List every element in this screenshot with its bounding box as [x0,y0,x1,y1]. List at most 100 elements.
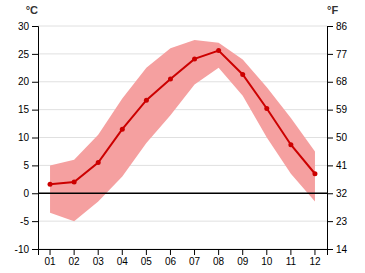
tick-mark [98,249,99,255]
tick-mark [327,249,333,250]
tick-mark [122,249,123,255]
tick-mark [32,249,38,250]
tick: 02 [69,249,81,267]
tick: 41 [327,160,348,171]
tick-mark [242,249,243,255]
tick-label: 01 [44,256,56,267]
marker [216,48,221,53]
tick-label: 08 [213,256,225,267]
tick-label: 77 [336,49,348,60]
tick-label: 32 [336,188,348,199]
marker [240,72,245,77]
tick-mark [32,221,38,222]
tick-mark [327,165,333,166]
tick-mark [327,221,333,222]
tick: 20 [18,76,38,87]
marker [144,98,149,103]
axis-domain [39,250,328,256]
tick-mark [218,249,219,255]
tick-mark [290,249,291,255]
tick-mark [32,193,38,194]
axis-title: °F [327,4,338,16]
marker [120,127,125,132]
tick-label: -10 [15,244,30,255]
tick: 32 [327,188,348,199]
marker [48,182,53,187]
tick: 30 [18,21,38,32]
axis-title: °C [26,4,38,16]
marker [168,76,173,81]
tick-label: 30 [18,21,30,32]
tick-label: 68 [336,76,348,87]
tick-mark [74,249,75,255]
tick-mark [50,249,51,255]
y-axis: -10 -5 0 5 10 15 20 25 30 [15,21,39,255]
tick: 01 [44,249,56,267]
tick: 86 [327,21,348,32]
tick-mark [327,138,333,139]
marker [264,106,269,111]
tick: 68 [327,76,348,87]
tick-mark [194,249,195,255]
tick-label: 10 [261,256,273,267]
tick: -5 [20,216,38,227]
tick-mark [327,26,333,27]
tick-label: 86 [336,21,348,32]
tick-label: 11 [286,256,297,267]
marker [192,56,197,61]
tick: 23 [327,216,348,227]
tick: 25 [18,49,38,60]
tick: 0 [23,188,38,199]
marker [72,180,77,185]
tick-mark [327,54,333,55]
tick: 08 [213,249,225,267]
plot: 010203040506070809101112-10-505101520253… [15,4,348,267]
tick-mark [32,110,38,111]
tick-label: 5 [23,160,29,171]
tick: 59 [327,104,348,115]
tick-label: 04 [117,256,129,267]
marker [288,142,293,147]
tick: 04 [117,249,129,267]
tick-label: 41 [336,160,348,171]
tick-label: 50 [336,132,348,143]
tick: 77 [327,49,348,60]
tick-label: 06 [165,256,177,267]
x-axis: 010203040506070809101112 [39,249,328,267]
tick-label: 03 [93,256,105,267]
grid-line [38,26,327,27]
tick-label: 15 [18,104,30,115]
grid-line [38,193,327,194]
tick: 06 [165,249,177,267]
tick: 50 [327,132,348,143]
axis-domain [328,27,334,250]
marker [96,160,101,165]
axis-domain [32,27,39,250]
tick: 14 [327,244,348,255]
tick-mark [32,138,38,139]
tick-label: 09 [237,256,249,267]
tick-mark [146,249,147,255]
tick: 11 [286,249,297,267]
tick-label: 02 [69,256,81,267]
grid [38,26,327,249]
tick-mark [32,26,38,27]
tick-label: 59 [336,104,348,115]
tick-mark [266,249,267,255]
line [50,51,315,185]
tick-mark [314,249,315,255]
tick-mark [327,82,333,83]
tick-mark [170,249,171,255]
tick: 10 [261,249,273,267]
tick-label: 07 [189,256,201,267]
marks [38,40,327,221]
tick: 5 [23,160,38,171]
tick-mark [32,54,38,55]
tick: -10 [15,244,38,255]
tick-mark [327,110,333,111]
tick-mark [32,165,38,166]
tick-label: 05 [141,256,153,267]
tick-label: 10 [18,132,30,143]
y2-axis: 14 23 32 41 50 59 68 77 86 [327,21,348,255]
tick: 07 [189,249,201,267]
